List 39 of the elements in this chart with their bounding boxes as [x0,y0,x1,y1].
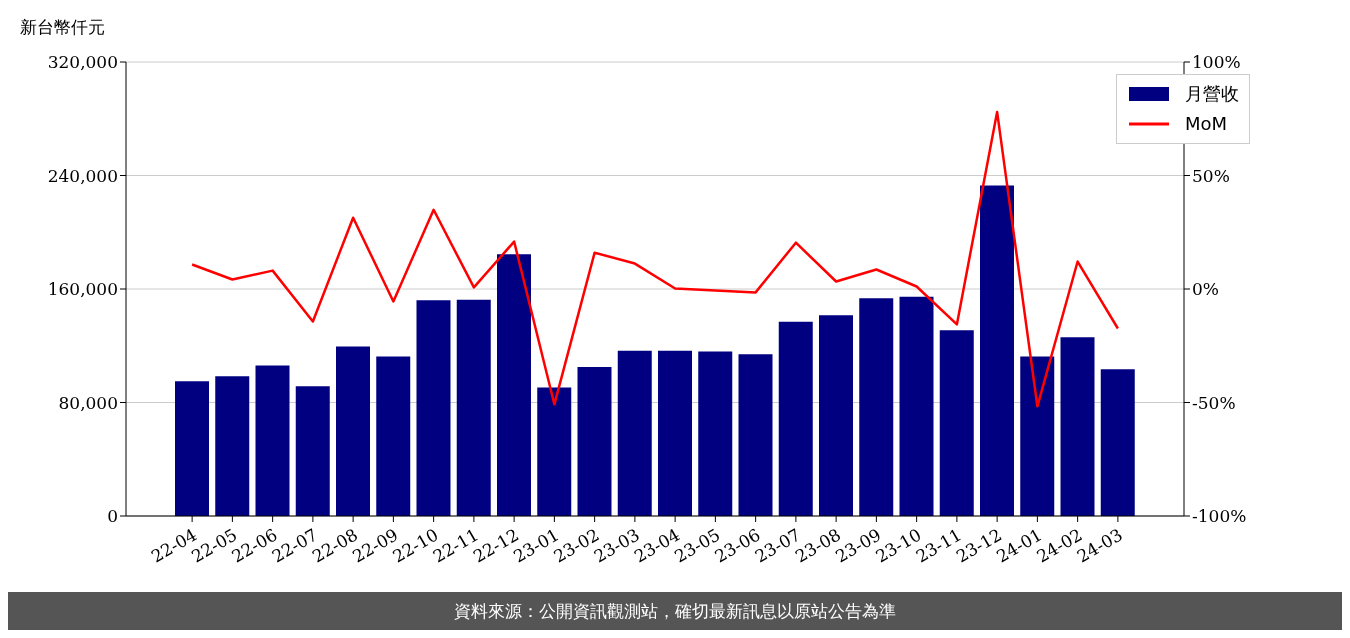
bar [939,330,974,516]
bar [295,386,330,516]
line-series [190,110,1120,408]
y2-tick-label: -50% [1192,392,1236,413]
bar [819,315,853,516]
y-tick-label: 160,000 [47,279,118,300]
bar [577,367,612,516]
bar [215,376,250,516]
bar [336,346,370,516]
bar [859,298,894,516]
bar [1020,356,1055,516]
y-tick-label: 240,000 [47,165,118,186]
y-tick-label: 0 [107,506,118,527]
y-tick-label: 80,000 [58,392,118,413]
bar [980,185,1014,516]
bar [255,365,290,516]
y-axis-title: 新台幣仟元 [20,16,105,39]
bar [456,299,491,516]
bar [416,300,451,516]
bar [658,350,692,516]
bar [698,351,733,516]
bar [738,354,773,516]
y2-tick-label: 0% [1192,279,1219,300]
legend-label: MoM [1185,112,1228,136]
y-tick-label: 320,000 [47,52,118,73]
bar [537,387,572,516]
bar [778,321,813,516]
bar [1060,337,1095,516]
y2-tick-label: -100% [1192,506,1247,527]
bar [1100,369,1135,516]
bar [617,350,652,516]
y2-tick-label: 50% [1192,165,1230,186]
bar [899,296,934,516]
bar [376,356,411,516]
legend-label: 月營收 [1185,82,1239,106]
bar [497,254,531,516]
bar [175,381,209,516]
y2-tick-label: 100% [1192,52,1241,73]
source-note: 資料來源：公開資訊觀測站，確切最新訊息以原站公告為準 [454,599,896,623]
